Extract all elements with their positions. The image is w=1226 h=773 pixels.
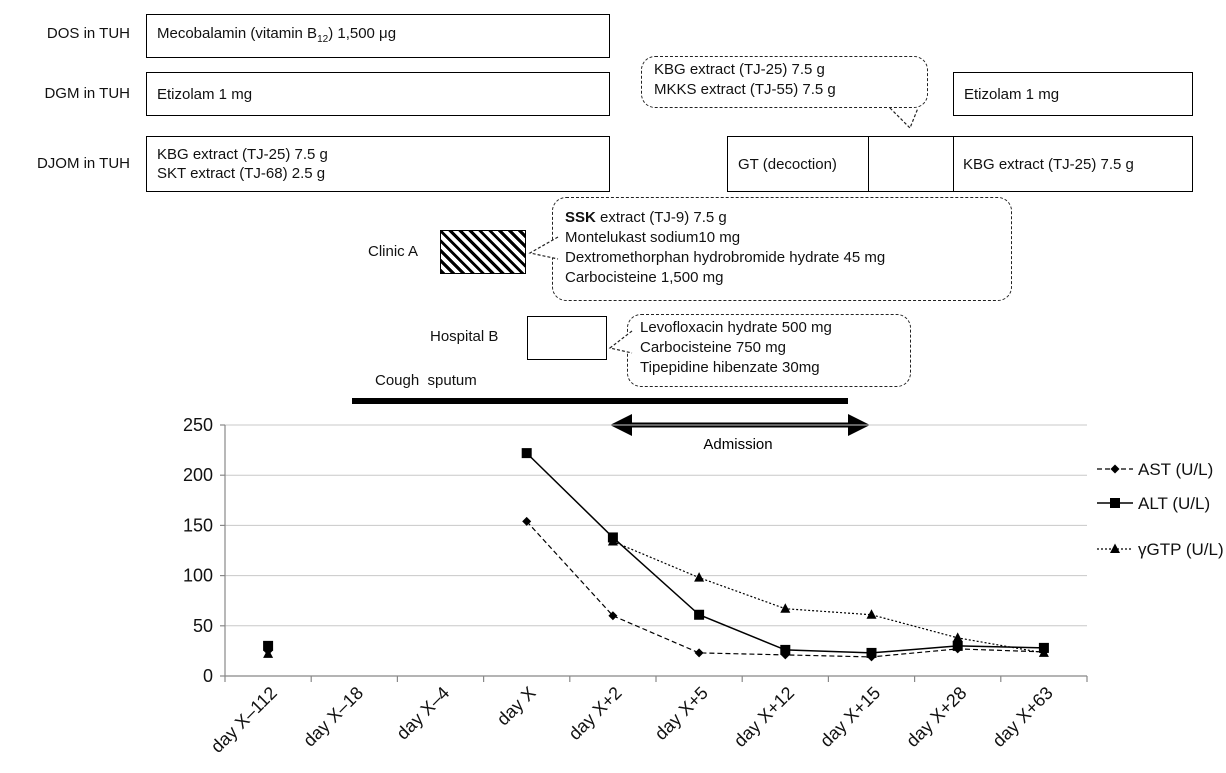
- djom-late-text: KBG extract (TJ-25) 7.5 g: [963, 156, 1134, 173]
- alt-marker: [952, 640, 963, 651]
- legend-ggtp: γGTP (U/L): [1097, 540, 1224, 559]
- x-tick-label: day X–18: [299, 683, 367, 751]
- callout-line: Carbocisteine 1,500 mg: [565, 269, 724, 286]
- x-tick-label: day X–4: [392, 683, 453, 744]
- y-tick-label: 150: [183, 515, 213, 535]
- djom-line-2: SKT extract (TJ-68) 2.5 g: [157, 165, 326, 182]
- hospital-b-callout-pointer: [608, 330, 633, 354]
- callout-line: Levofloxacin hydrate 500 mg: [640, 319, 832, 336]
- legend-label: γGTP (U/L): [1138, 540, 1224, 559]
- ggtp-marker: [1038, 647, 1049, 657]
- kbg-mkks-callout: KBG extract (TJ-25) 7.5 g MKKS extract (…: [641, 56, 928, 108]
- callout-line: Dextromethorphan hydrobromide hydrate 45…: [565, 249, 886, 266]
- legend-label: AST (U/L): [1138, 460, 1213, 479]
- alt-marker: [521, 448, 532, 459]
- ggtp-series-line: [612, 540, 1045, 654]
- x-tick-label: day X+63: [988, 683, 1056, 751]
- y-tick-label: 250: [183, 415, 213, 435]
- djom-line-1: KBG extract (TJ-25) 7.5 g: [157, 146, 328, 163]
- gt-separator-1: [868, 137, 869, 191]
- callout-line: SSK extract (TJ-9) 7.5 g: [565, 209, 727, 226]
- callout-line: Carbocisteine 750 mg: [640, 339, 786, 356]
- kbg-callout-pointer: [889, 107, 919, 130]
- ast-marker: [1110, 464, 1120, 474]
- alt-series-line: [526, 452, 1044, 654]
- hospital-b-bar: [527, 316, 607, 360]
- ggtp-marker: [780, 603, 791, 613]
- y-tick-label: 100: [183, 566, 213, 586]
- y-tick-label: 200: [183, 465, 213, 485]
- callout-line: KBG extract (TJ-25) 7.5 g: [654, 61, 825, 78]
- alt-marker: [263, 640, 274, 651]
- ggtp-marker: [263, 648, 274, 658]
- x-tick-label: day X+12: [730, 683, 798, 751]
- admission-label: Admission: [703, 436, 772, 453]
- gt-decoction-text: GT (decoction): [738, 156, 837, 173]
- callout-line: Montelukast sodium10 mg: [565, 229, 741, 246]
- legend-alt: ALT (U/L): [1097, 494, 1210, 513]
- y-tick-label: 50: [193, 616, 213, 636]
- ggtp-marker: [866, 609, 877, 619]
- cough-sputum-label: Cough sputum: [375, 372, 477, 389]
- x-tick-label: day X+15: [816, 683, 884, 751]
- dgm-medication-text: Etizolam 1 mg: [157, 85, 253, 103]
- row-label-dos: DOS in TUH: [46, 25, 130, 42]
- alt-marker: [1110, 498, 1120, 508]
- gt-decoction-box: GT (decoction) KBG extract (TJ-25) 7.5 g: [727, 136, 1193, 192]
- alt-marker: [694, 609, 705, 620]
- dgm-late-text: Etizolam 1 mg: [964, 85, 1060, 103]
- alt-marker: [780, 644, 791, 655]
- y-tick-label: 0: [203, 666, 213, 686]
- callout-line: MKKS extract (TJ-55) 7.5 g: [654, 81, 836, 98]
- x-tick-label: day X: [493, 683, 540, 730]
- clinic-a-label: Clinic A: [368, 243, 419, 260]
- legend-ast: AST (U/L): [1097, 460, 1213, 479]
- hospital-b-label: Hospital B: [430, 328, 499, 345]
- ast-marker: [608, 611, 618, 621]
- dgm-late-box: Etizolam 1 mg: [953, 72, 1193, 116]
- callout-line: Tipepidine hibenzate 30mg: [640, 359, 820, 376]
- ast-marker: [522, 516, 532, 526]
- x-tick-label: day X+28: [902, 683, 970, 751]
- ggtp-marker: [607, 535, 618, 546]
- row-label-dgm: DGM in TUH: [44, 85, 130, 102]
- gt-separator-2: [953, 137, 954, 191]
- ggtp-marker: [694, 572, 705, 582]
- clinic-a-hatched-bar: [440, 230, 526, 274]
- dgm-medication-box: Etizolam 1 mg: [146, 72, 610, 116]
- x-tick-label: day X+5: [651, 683, 712, 744]
- djom-medication-box: KBG extract (TJ-25) 7.5 g SKT extract (T…: [146, 136, 610, 192]
- ast-marker: [694, 648, 704, 658]
- ggtp-marker: [1110, 543, 1120, 553]
- hospital-b-callout: Levofloxacin hydrate 500 mg Carbocistein…: [627, 314, 911, 387]
- x-tick-label: day X+2: [565, 683, 626, 744]
- legend-label: ALT (U/L): [1138, 494, 1210, 513]
- dos-medication-text: Mecobalamin (vitamin B12) 1,500 μg: [157, 24, 397, 45]
- row-label-djom: DJOM in TUH: [36, 155, 130, 172]
- dos-medication-box: Mecobalamin (vitamin B12) 1,500 μg: [146, 14, 610, 58]
- clinic-a-callout-pointer: [528, 236, 559, 260]
- clinic-a-callout: SSK extract (TJ-9) 7.5 g Montelukast sod…: [552, 197, 1012, 301]
- ggtp-marker: [952, 632, 963, 642]
- ast-series-line: [526, 520, 1044, 658]
- alt-marker: [866, 647, 877, 658]
- x-tick-label: day X–112: [207, 683, 281, 757]
